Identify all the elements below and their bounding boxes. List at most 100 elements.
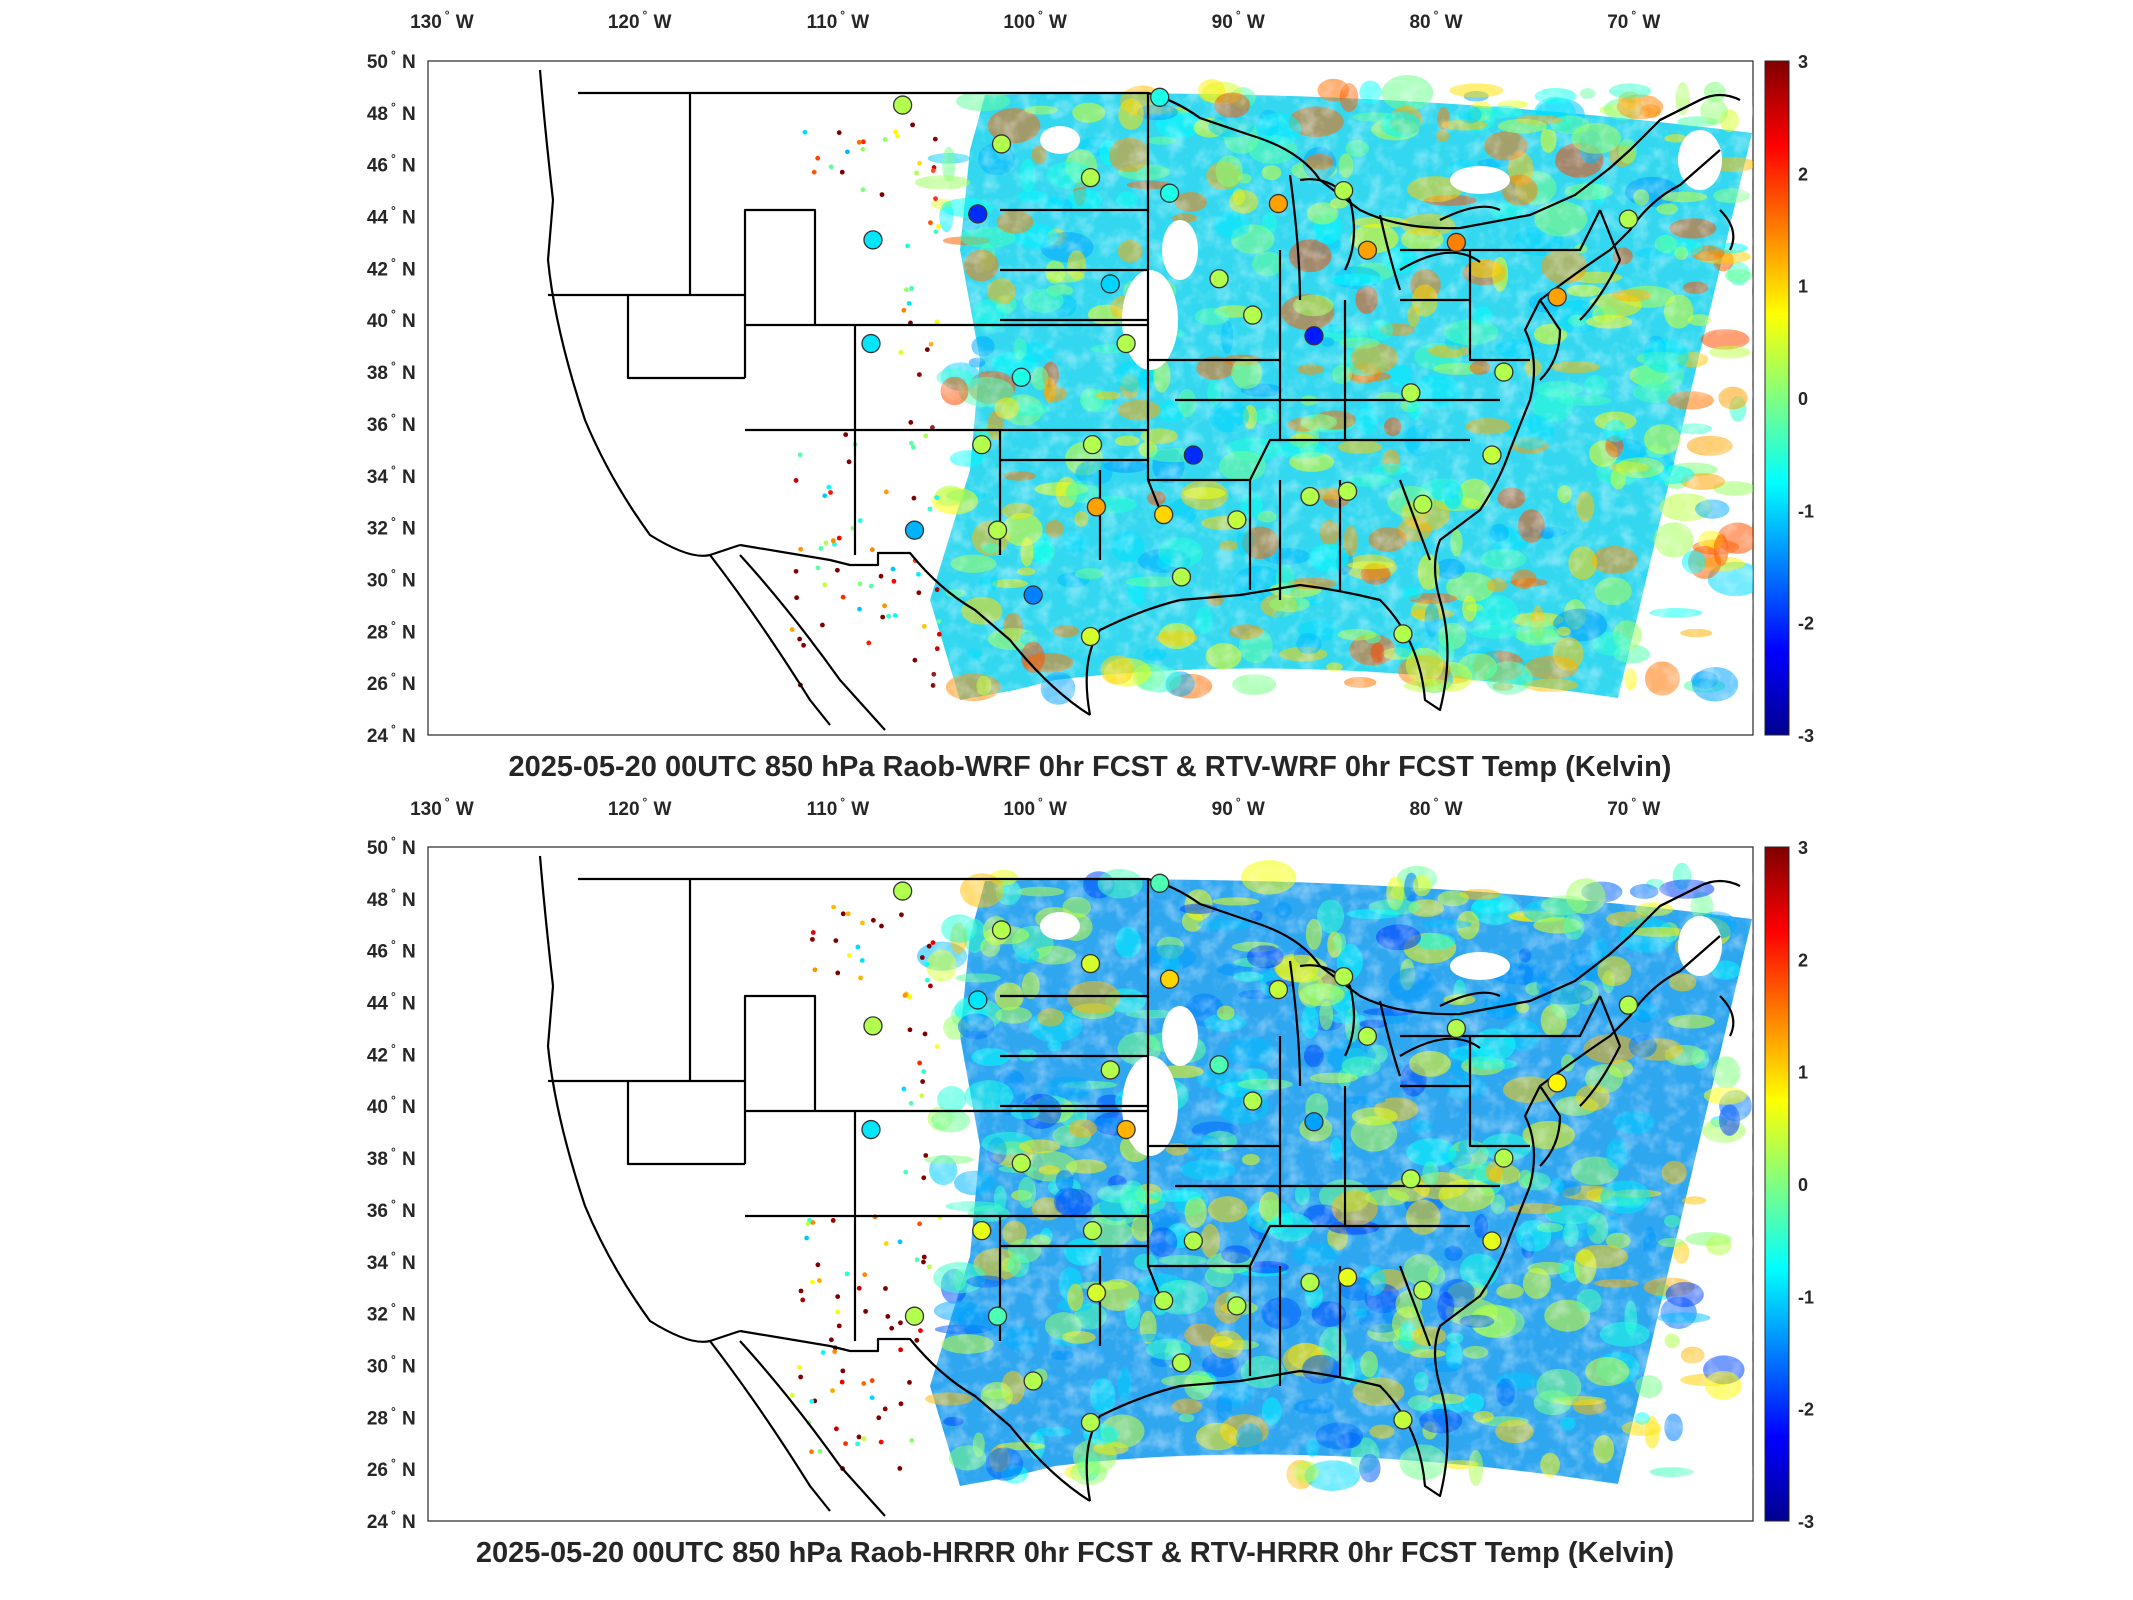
field-dot bbox=[907, 994, 913, 1000]
field-dot bbox=[840, 594, 846, 600]
svg-text:N: N bbox=[402, 1201, 416, 1222]
field-dot bbox=[817, 1448, 823, 1454]
raob-station-marker bbox=[1082, 1221, 1103, 1241]
field-dot bbox=[855, 1441, 860, 1447]
field-dot bbox=[885, 1314, 891, 1319]
raob-station-marker bbox=[1080, 168, 1101, 188]
svg-text:°: ° bbox=[1631, 8, 1636, 22]
svg-text:W: W bbox=[1049, 799, 1067, 820]
lat-tick-labels: 50 ° N48 ° N46 ° N44 ° N42 ° N40 ° N38 ° N36 ° N34 ° N32 ° N… bbox=[367, 48, 416, 747]
lon-tick-label: 130 ° W bbox=[410, 795, 474, 820]
raob-station-marker bbox=[1333, 966, 1354, 987]
lat-tick-label: 32 ° N bbox=[367, 515, 416, 540]
field-dot bbox=[910, 122, 915, 128]
newfoundland-detail bbox=[1659, 879, 1741, 1037]
field-dot bbox=[833, 938, 839, 943]
colorbar-tick-label: -2 bbox=[1798, 614, 1814, 634]
raob-station-marker bbox=[1080, 626, 1101, 647]
svg-text:°: ° bbox=[391, 1456, 396, 1470]
svg-text:°: ° bbox=[840, 795, 845, 809]
raob-station-marker bbox=[861, 333, 881, 354]
svg-text:N: N bbox=[402, 467, 416, 488]
field-dot bbox=[882, 603, 887, 609]
field-dot bbox=[820, 622, 825, 628]
svg-text:°: ° bbox=[391, 670, 396, 684]
svg-text:°: ° bbox=[391, 1041, 396, 1055]
colorbar-tick-label: 3 bbox=[1798, 838, 1808, 858]
field-dot bbox=[794, 595, 800, 601]
field-dot bbox=[789, 627, 795, 632]
field-dot bbox=[917, 1060, 923, 1066]
svg-text:W: W bbox=[1445, 799, 1463, 820]
field-dot bbox=[868, 583, 874, 589]
field-dot bbox=[804, 1235, 810, 1241]
field-dot bbox=[903, 287, 909, 293]
svg-text:120: 120 bbox=[608, 799, 640, 820]
field-dot bbox=[905, 243, 910, 249]
field-dot bbox=[862, 1272, 868, 1278]
svg-text:°: ° bbox=[391, 722, 396, 736]
svg-text:26: 26 bbox=[367, 1460, 388, 1481]
svg-text:38: 38 bbox=[367, 363, 388, 384]
svg-text:44: 44 bbox=[367, 994, 389, 1015]
field-dot bbox=[907, 1380, 912, 1385]
raob-station-marker bbox=[1268, 979, 1289, 1000]
field-dot bbox=[810, 936, 815, 942]
svg-text:°: ° bbox=[643, 8, 648, 22]
field-dot bbox=[883, 489, 889, 495]
raob-station-marker bbox=[1547, 287, 1567, 307]
field-dot bbox=[880, 614, 886, 620]
svg-text:42: 42 bbox=[367, 1045, 388, 1066]
raob-station-marker bbox=[1116, 333, 1136, 354]
field-dot bbox=[836, 1323, 842, 1329]
lon-tick-label: 100 ° W bbox=[1003, 8, 1067, 33]
svg-text:°: ° bbox=[391, 411, 396, 425]
svg-text:W: W bbox=[851, 12, 869, 33]
svg-text:°: ° bbox=[643, 795, 648, 809]
colorbar-tick-label: 1 bbox=[1798, 277, 1808, 297]
field-dot bbox=[898, 1320, 903, 1326]
map-panel-hrrr: 130 ° W 120 ° W 110 ° W 100 ° W 90 ° W 80 ° W 70 ° W 50 ° N48 °… bbox=[367, 795, 1814, 1569]
svg-text:N: N bbox=[402, 1356, 416, 1377]
field-dot bbox=[891, 578, 897, 584]
svg-text:N: N bbox=[402, 363, 416, 384]
newfoundland-detail bbox=[1659, 93, 1741, 251]
field-dot bbox=[889, 1325, 895, 1331]
svg-text:°: ° bbox=[391, 990, 396, 1004]
field-dot bbox=[846, 459, 852, 465]
raob-station-marker bbox=[1159, 183, 1180, 203]
map-panel-wrf: 130 ° W 120 ° W 110 ° W 100 ° W 90 ° W 80 ° W 70 ° W 50 ° N48 °… bbox=[367, 8, 1814, 783]
svg-text:N: N bbox=[402, 726, 416, 747]
raob-station-marker bbox=[863, 230, 883, 250]
colorbar-tick-label: 1 bbox=[1798, 1063, 1808, 1083]
field-dot bbox=[920, 1079, 926, 1084]
lat-tick-label: 24 ° N bbox=[367, 1508, 416, 1533]
svg-text:N: N bbox=[402, 890, 416, 911]
svg-text:40: 40 bbox=[367, 1097, 388, 1118]
field-dot bbox=[840, 911, 846, 917]
raob-station-marker bbox=[1154, 505, 1174, 525]
canada-border bbox=[578, 877, 1701, 1016]
svg-text:°: ° bbox=[445, 8, 450, 22]
colorbar bbox=[1764, 846, 1790, 1522]
svg-text:W: W bbox=[1049, 12, 1067, 33]
great-lakes bbox=[1288, 960, 1501, 1087]
field-dot bbox=[859, 958, 865, 963]
lat-tick-label: 38 ° N bbox=[367, 359, 416, 384]
field-dot bbox=[797, 452, 803, 458]
raob-station-marker bbox=[863, 1016, 883, 1036]
interior-borders bbox=[548, 879, 1601, 1386]
svg-text:130: 130 bbox=[410, 12, 442, 33]
field-dot bbox=[909, 286, 914, 291]
svg-text:32: 32 bbox=[367, 519, 388, 540]
svg-text:N: N bbox=[402, 942, 416, 963]
lat-tick-label: 42 ° N bbox=[367, 255, 416, 280]
field-dot bbox=[793, 478, 799, 483]
field-dot bbox=[835, 970, 841, 976]
lon-tick-label: 80 ° W bbox=[1409, 795, 1462, 820]
lat-tick-label: 46 ° N bbox=[367, 938, 416, 963]
colorbar-tick-label: -1 bbox=[1798, 501, 1814, 521]
svg-text:130: 130 bbox=[410, 799, 442, 820]
field-dot bbox=[909, 440, 914, 446]
field-dot bbox=[855, 944, 861, 950]
